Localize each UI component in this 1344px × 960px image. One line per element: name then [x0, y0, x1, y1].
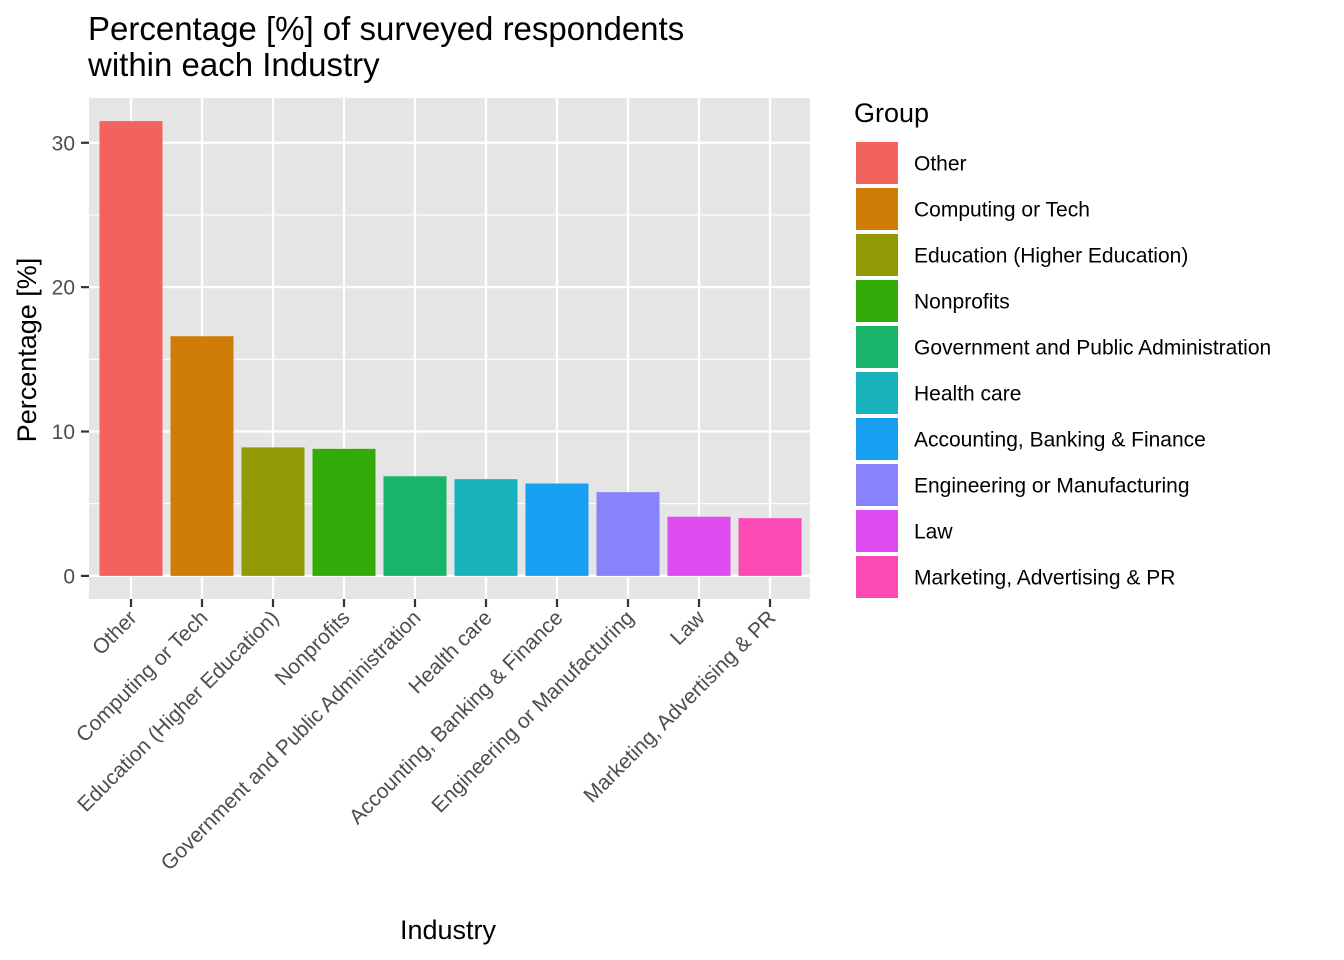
legend-key: [856, 280, 898, 322]
x-axis-title: Industry: [400, 915, 497, 945]
bar: [525, 483, 589, 576]
bar: [667, 516, 731, 576]
legend-label: Education (Higher Education): [914, 245, 1188, 268]
bar: [312, 448, 376, 576]
bar: [454, 479, 518, 576]
legend-key: [856, 372, 898, 414]
x-tick-label: Law: [666, 606, 710, 650]
legend: Group Other Computing or Tech Education (H…: [854, 98, 1271, 598]
legend-label: Marketing, Advertising & PR: [914, 567, 1175, 590]
bar: [99, 121, 163, 576]
legend-key: [856, 418, 898, 460]
bar: [170, 336, 234, 576]
legend-label: Other: [914, 153, 967, 176]
legend-label: Computing or Tech: [914, 199, 1090, 222]
y-axis: 0 10 20 30: [52, 132, 89, 588]
chart-title-line-2: within each Industry: [87, 46, 380, 83]
chart-title-line-1: Percentage [%] of surveyed respondents: [88, 10, 684, 47]
y-tick-label: 10: [52, 421, 75, 444]
bar: [596, 492, 660, 576]
y-tick-label: 20: [52, 277, 75, 300]
bar: [383, 476, 447, 576]
bars: [99, 121, 802, 576]
legend-label: Health care: [914, 383, 1021, 406]
legend-label: Government and Public Administration: [914, 337, 1271, 360]
legend-key: [856, 556, 898, 598]
legend-key: [856, 464, 898, 506]
bar: [241, 447, 305, 576]
chart-title: Percentage [%] of surveyed respondents w…: [87, 10, 693, 83]
legend-label: Accounting, Banking & Finance: [914, 429, 1206, 452]
legend-label: Nonprofits: [914, 291, 1010, 314]
legend-key: [856, 510, 898, 552]
y-axis-title: Percentage [%]: [12, 258, 42, 443]
legend-title: Group: [854, 98, 929, 128]
y-tick-label: 30: [52, 132, 75, 155]
x-tick-label: Government and Public Administration: [157, 606, 426, 875]
legend-key: [856, 188, 898, 230]
x-tick-label: Computing or Tech: [72, 606, 213, 747]
legend-key: [856, 326, 898, 368]
x-tick-label: Other: [88, 606, 141, 659]
bar: [738, 518, 802, 576]
legend-key: [856, 234, 898, 276]
legend-key: [856, 142, 898, 184]
y-tick-label: 0: [63, 565, 75, 588]
legend-label: Engineering or Manufacturing: [914, 475, 1190, 498]
legend-label: Law: [914, 521, 953, 544]
